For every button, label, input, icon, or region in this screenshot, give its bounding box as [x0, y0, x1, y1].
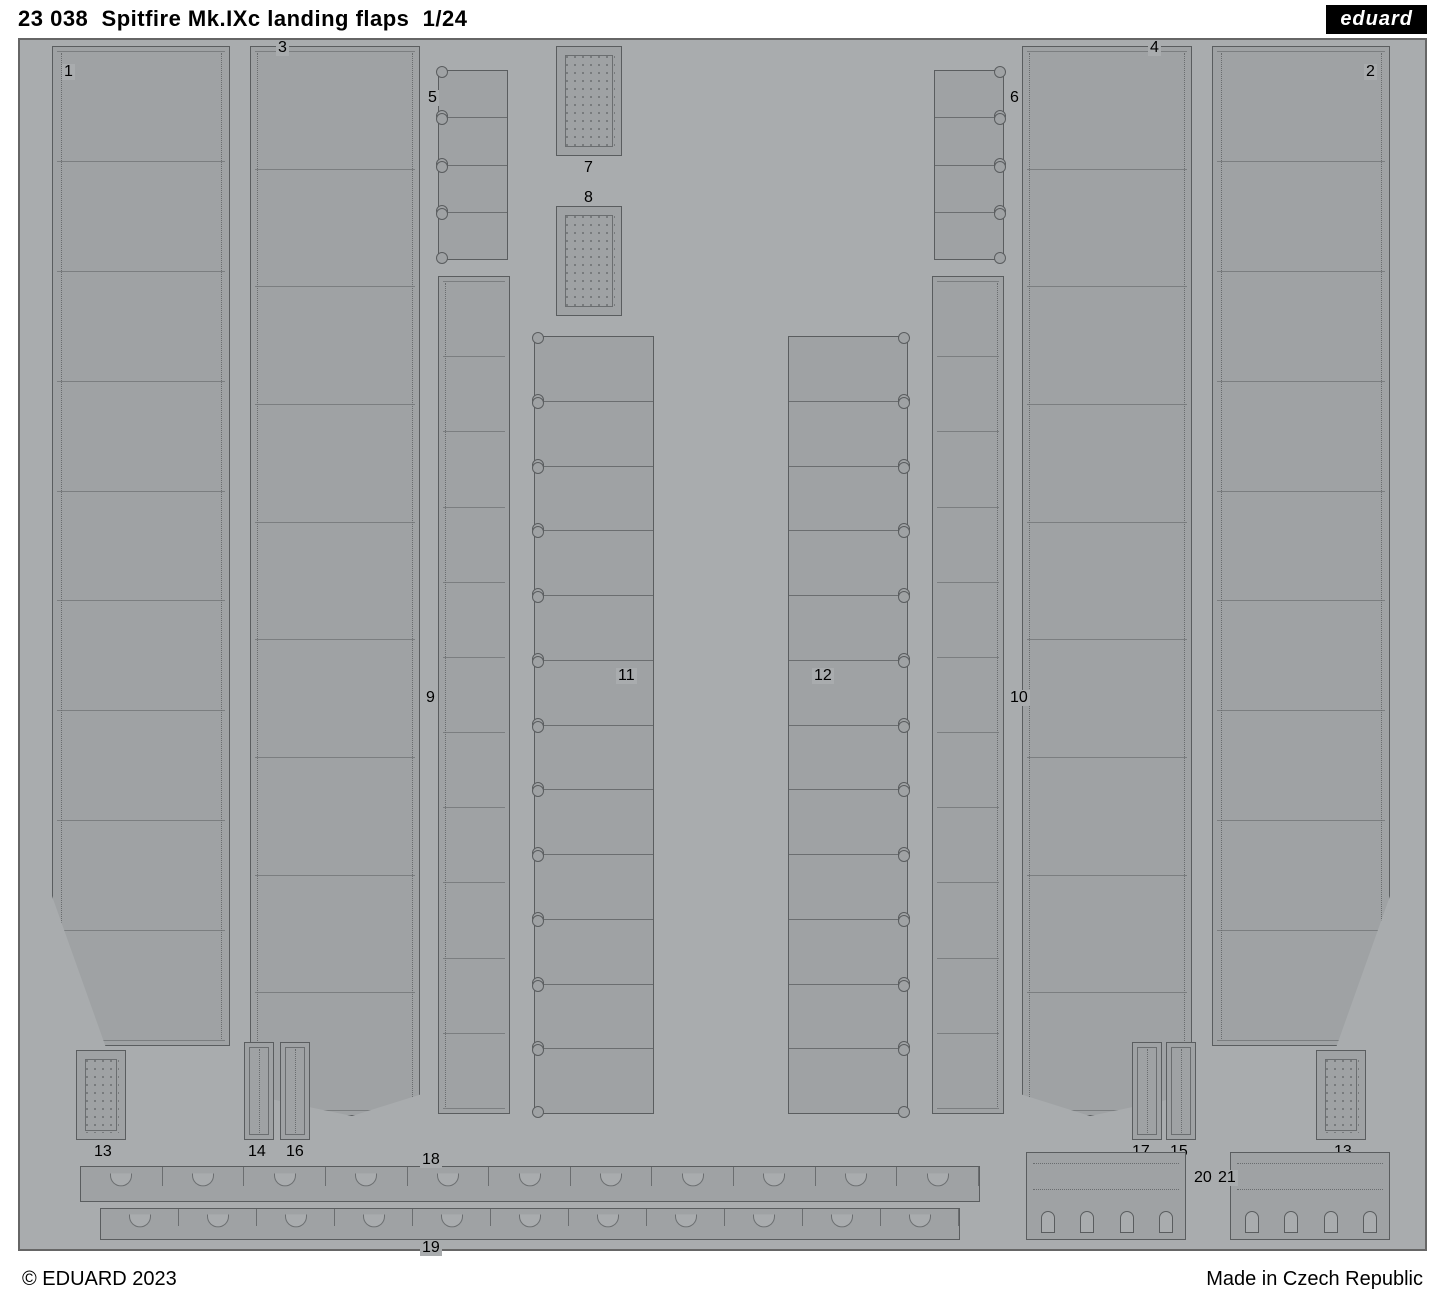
part-8: [556, 206, 622, 316]
header-left: 23 038 Spitfire Mk.IXc landing flaps 1/2…: [18, 6, 467, 32]
part-label-12: 12: [812, 668, 834, 684]
sku: 23 038: [18, 6, 88, 31]
part-label-9: 9: [424, 690, 437, 706]
header-bar: 23 038 Spitfire Mk.IXc landing flaps 1/2…: [0, 0, 1445, 38]
part-21: [1230, 1152, 1390, 1240]
part-label-14: 14: [246, 1144, 268, 1160]
part-2: [1212, 46, 1390, 1046]
part-label-20: 20: [1192, 1170, 1214, 1186]
part-label-1: 1: [62, 64, 75, 80]
part-label-21: 21: [1216, 1170, 1238, 1186]
part-17: [1132, 1042, 1162, 1140]
part-label-11: 11: [616, 668, 637, 684]
title: Spitfire Mk.IXc landing flaps: [102, 6, 410, 31]
part-14: [244, 1042, 274, 1140]
part-label-18: 18: [420, 1152, 442, 1168]
part-19: [100, 1208, 960, 1240]
part-label-19: 19: [420, 1240, 442, 1256]
footer-bar: © EDUARD 2023 Made in Czech Republic: [0, 1259, 1445, 1299]
part-label-6: 6: [1008, 90, 1021, 106]
part-20: [1026, 1152, 1186, 1240]
part-label-2: 2: [1364, 64, 1377, 80]
copyright: © EDUARD 2023: [22, 1268, 177, 1291]
part-13b: [1316, 1050, 1366, 1140]
origin: Made in Czech Republic: [1206, 1268, 1423, 1291]
part-6: [934, 70, 1004, 260]
part-7: [556, 46, 622, 156]
part-1: [52, 46, 230, 1046]
part-11: [534, 336, 654, 1114]
part-18: [80, 1166, 980, 1202]
part-5: [438, 70, 508, 260]
part-label-16: 16: [284, 1144, 306, 1160]
scale: 1/24: [423, 6, 468, 31]
part-4: [1022, 46, 1192, 1116]
part-15: [1166, 1042, 1196, 1140]
part-label-10: 10: [1008, 690, 1030, 706]
part-16: [280, 1042, 310, 1140]
brand-badge: eduard: [1326, 5, 1427, 34]
part-label-4: 4: [1148, 40, 1161, 56]
part-12: [788, 336, 908, 1114]
part-label-8: 8: [582, 190, 595, 206]
part-label-3: 3: [276, 40, 289, 56]
part-3: [250, 46, 420, 1116]
part-9: [438, 276, 510, 1114]
part-13: [76, 1050, 126, 1140]
part-10: [932, 276, 1004, 1114]
part-label-7: 7: [582, 160, 595, 176]
part-label-5: 5: [426, 90, 439, 106]
photoetch-fret: 12345678910111213131416151718192021: [18, 38, 1427, 1251]
part-label-13: 13: [92, 1144, 114, 1160]
